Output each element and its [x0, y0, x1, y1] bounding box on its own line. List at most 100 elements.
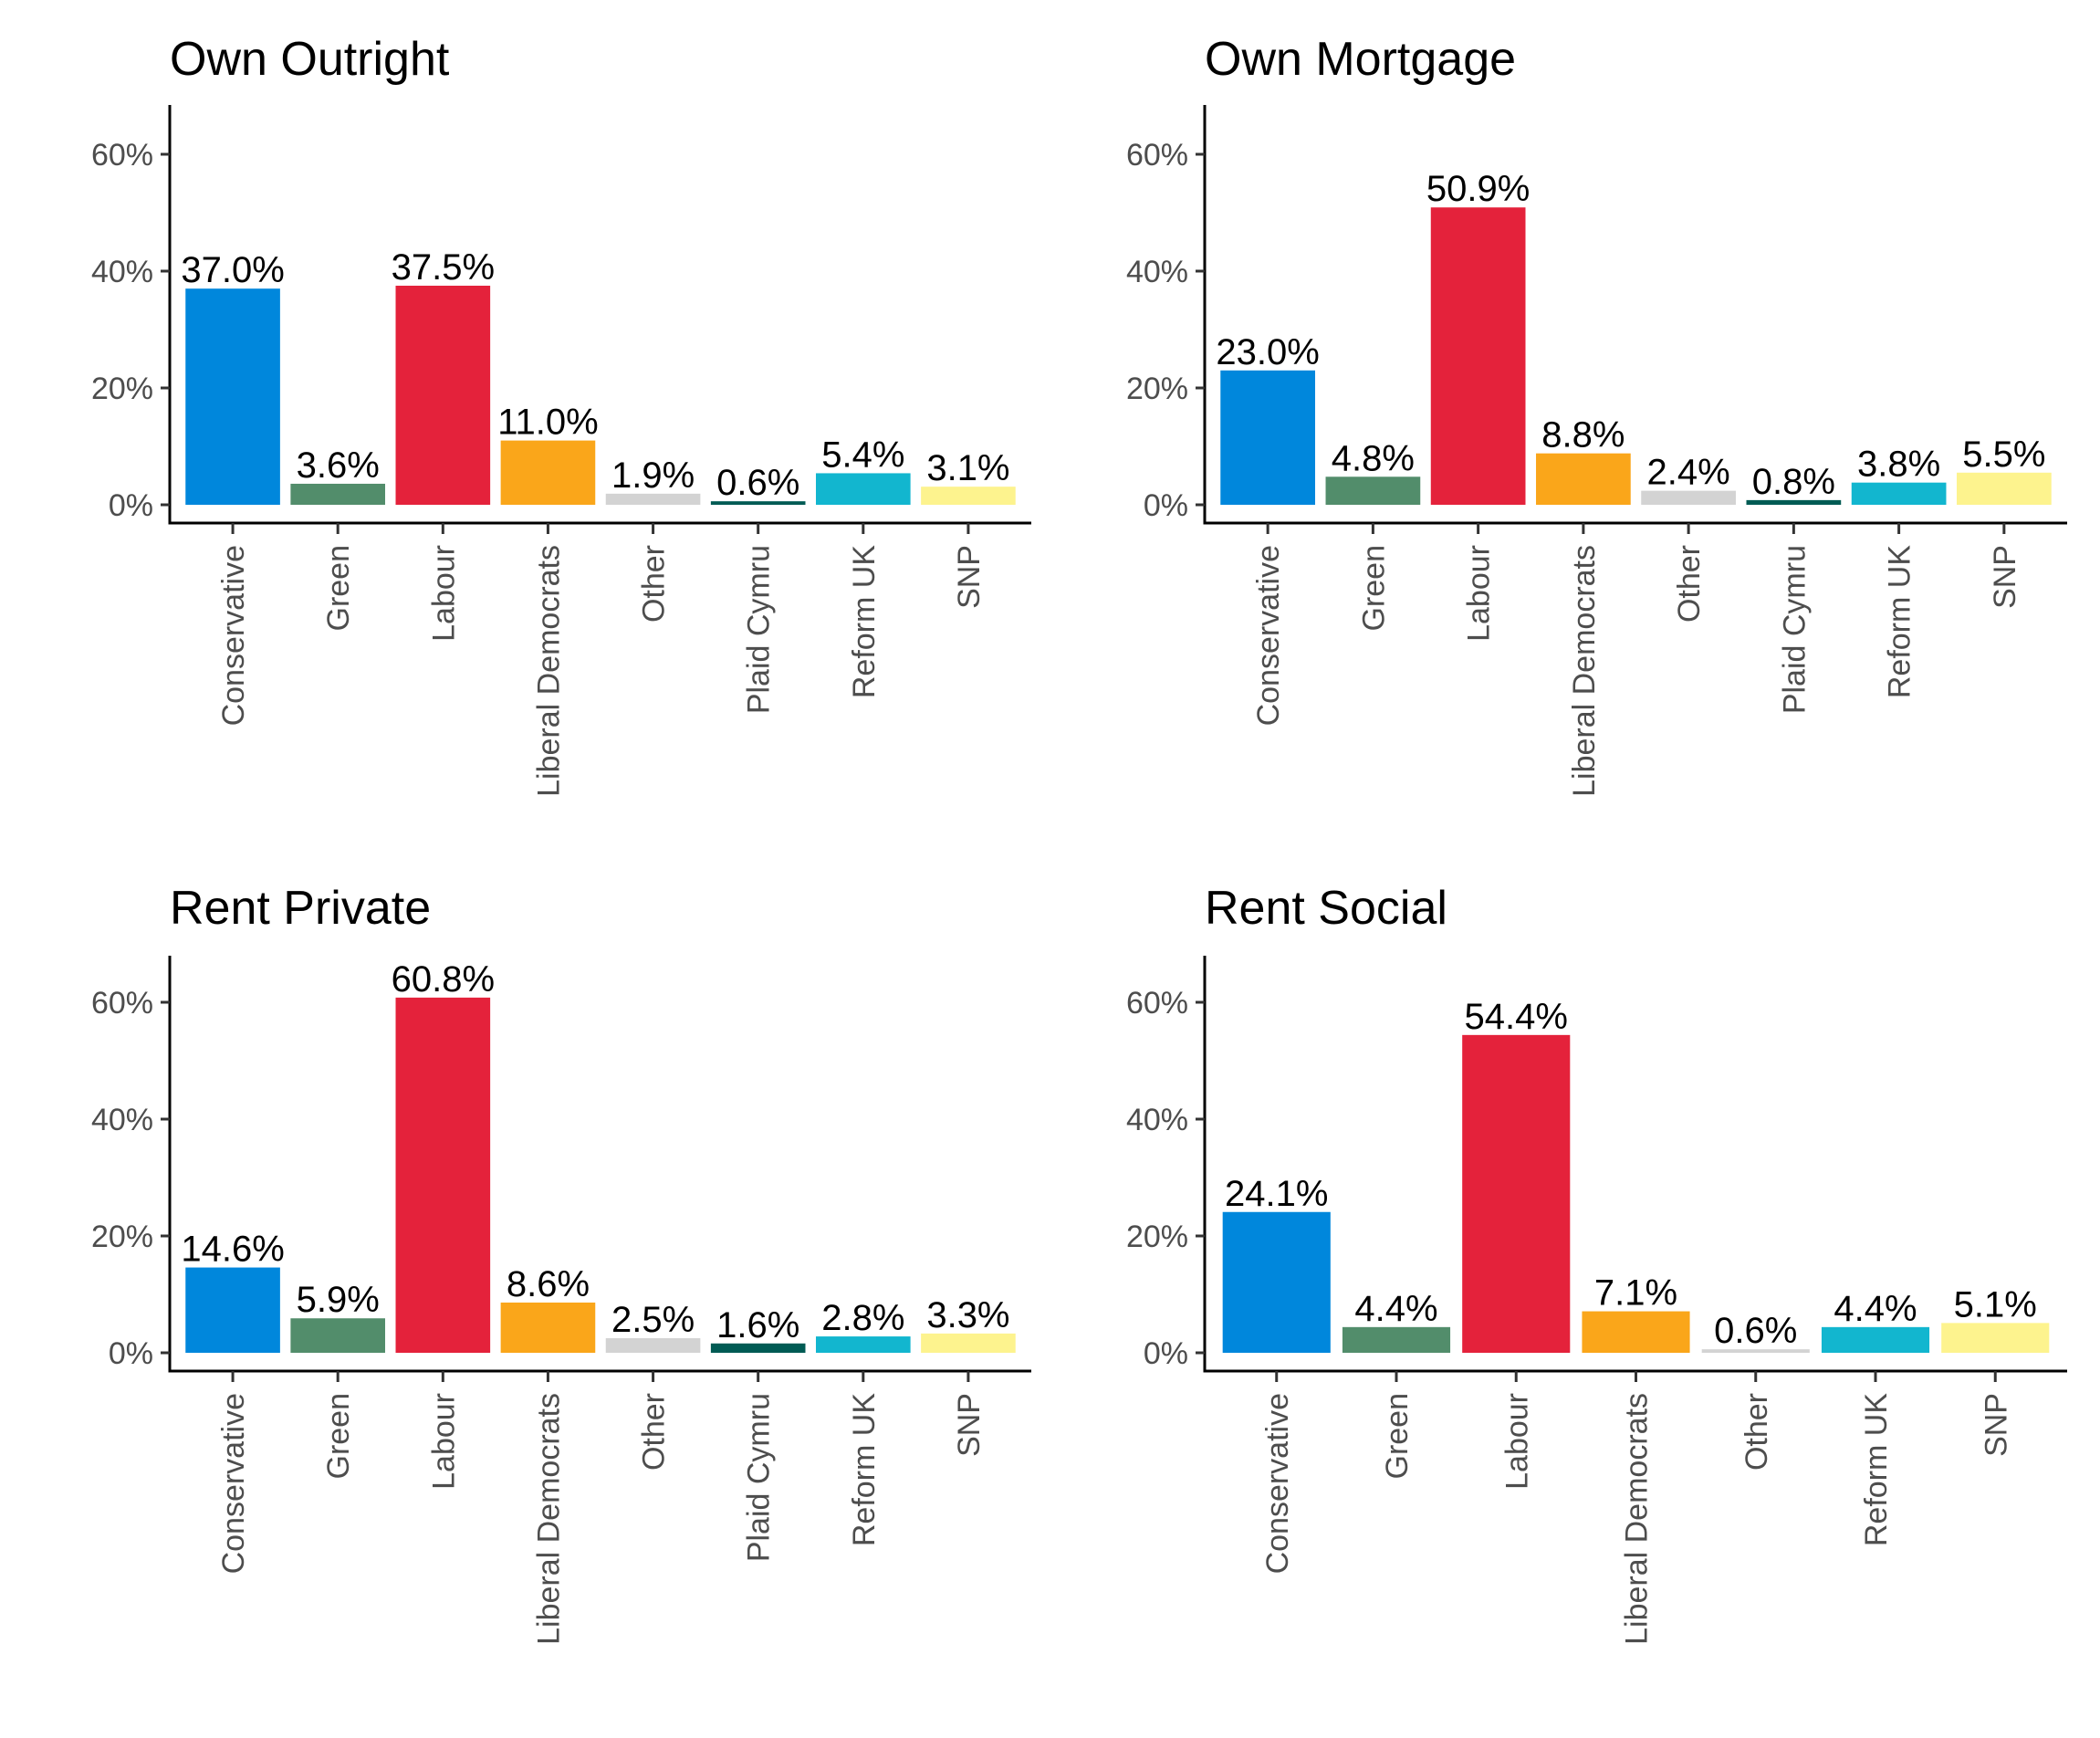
x-tick-label: Labour [1499, 1393, 1534, 1490]
panel-2: Own Mortgage 0% 20% 40% 60% 23.0% Conservative… [1126, 33, 2067, 797]
data-label: 5.4% [821, 434, 904, 475]
data-label: 3.3% [926, 1295, 1009, 1335]
panel-1: Own Outright 0% 20% 40% 60% 37.0% Conservative… [91, 33, 1031, 797]
bar-snp [921, 487, 1016, 505]
data-label: 37.5% [392, 247, 495, 288]
bar-liberal-democrats [1536, 453, 1631, 505]
y-tick-label: 40% [1126, 1103, 1188, 1137]
panel-4: Rent Social 0% 20% 40% 60% 24.1% Conservative 4… [1126, 882, 2067, 1645]
data-label: 3.8% [1857, 445, 1940, 485]
y-tick-label: 20% [91, 1220, 153, 1254]
x-tick-label: SNP [952, 545, 987, 609]
x-tick-label: Green [1380, 1393, 1415, 1480]
data-label: 11.0% [497, 403, 598, 443]
data-label: 2.4% [1647, 453, 1730, 493]
bar-conservative [185, 1267, 280, 1353]
data-label: 0.8% [1752, 462, 1835, 502]
bar-liberal-democrats [1582, 1311, 1690, 1353]
x-tick-label: SNP [1988, 545, 2022, 609]
x-tick-label: Liberal Democrats [531, 545, 566, 797]
x-tick-label: Liberal Democrats [1620, 1393, 1655, 1645]
data-label: 1.9% [611, 455, 695, 496]
bar-labour [1462, 1034, 1571, 1353]
y-tick-label: 40% [91, 255, 153, 289]
panel-title: Own Outright [170, 33, 450, 86]
x-tick-label: Plaid Cymru [742, 545, 777, 714]
y-tick-label: 20% [1126, 1220, 1188, 1254]
y-tick-label: 40% [1126, 255, 1188, 289]
bar-liberal-democrats [500, 440, 596, 505]
data-label: 24.1% [1225, 1174, 1328, 1214]
bar-other [1701, 1349, 1810, 1353]
data-label: 4.8% [1332, 438, 1415, 478]
data-label: 4.4% [1834, 1289, 1917, 1329]
data-label: 0.6% [716, 463, 799, 503]
bar-snp [921, 1333, 1016, 1353]
x-tick-label: Plaid Cymru [742, 1393, 777, 1562]
x-tick-label: SNP [1979, 1393, 2013, 1457]
data-label: 5.9% [297, 1280, 380, 1320]
data-label: 5.1% [1954, 1284, 2037, 1324]
x-tick-label: SNP [952, 1393, 987, 1457]
data-label: 5.5% [1962, 434, 2045, 475]
bar-reform-uk [816, 1336, 911, 1353]
bar-plaid-cymru [1746, 499, 1842, 505]
x-tick-label: Other [637, 545, 672, 623]
x-tick-label: Plaid Cymru [1777, 545, 1812, 714]
x-tick-label: Green [321, 1393, 356, 1480]
y-tick-label: 60% [1126, 138, 1188, 173]
data-label: 14.6% [181, 1230, 284, 1270]
y-tick-label: 40% [91, 1103, 153, 1137]
bar-green [290, 483, 385, 505]
data-label: 2.5% [611, 1300, 695, 1340]
bar-other [605, 493, 701, 505]
bar-labour [395, 997, 491, 1353]
x-tick-label: Liberal Democrats [1567, 545, 1602, 797]
data-label: 60.8% [392, 959, 495, 1000]
bar-labour [395, 286, 491, 505]
bar-green [1325, 476, 1421, 505]
data-label: 37.0% [181, 250, 284, 290]
y-tick-label: 20% [91, 372, 153, 406]
bar-reform-uk [816, 473, 911, 505]
y-tick-label: 0% [109, 1336, 153, 1371]
x-tick-label: Reform UK [1883, 545, 1917, 698]
data-label: 54.4% [1465, 997, 1568, 1037]
data-label: 1.6% [716, 1305, 799, 1345]
x-tick-label: Reform UK [847, 545, 882, 698]
x-tick-label: Liberal Democrats [531, 1393, 566, 1645]
y-tick-label: 60% [1126, 986, 1188, 1021]
bar-plaid-cymru [710, 1343, 806, 1353]
x-tick-label: Reform UK [1859, 1393, 1894, 1546]
x-tick-label: Labour [426, 1393, 461, 1490]
x-tick-label: Green [1356, 545, 1391, 632]
data-label: 3.6% [297, 445, 380, 486]
bar-green [1342, 1326, 1451, 1353]
bar-snp [1941, 1323, 2050, 1353]
x-tick-label: Other [1740, 1393, 1774, 1471]
y-tick-label: 0% [1144, 1336, 1188, 1371]
data-label: 50.9% [1426, 169, 1530, 209]
x-tick-label: Labour [426, 545, 461, 642]
bar-liberal-democrats [500, 1302, 596, 1353]
data-label: 8.6% [507, 1264, 590, 1304]
bar-other [605, 1338, 701, 1353]
data-label: 0.6% [1714, 1311, 1797, 1351]
bar-reform-uk [1821, 1326, 1930, 1353]
data-label: 23.0% [1216, 332, 1319, 372]
data-label: 4.4% [1354, 1289, 1437, 1329]
panel-title: Rent Social [1205, 882, 1447, 935]
x-tick-label: Other [1672, 545, 1707, 623]
bar-conservative [1220, 370, 1316, 505]
x-tick-label: Conservative [1260, 1393, 1295, 1574]
bar-conservative [185, 288, 280, 505]
y-tick-label: 0% [109, 488, 153, 523]
bar-reform-uk [1851, 482, 1947, 505]
bar-snp [1956, 472, 2052, 505]
bar-labour [1430, 207, 1526, 506]
data-label: 7.1% [1594, 1273, 1677, 1314]
data-label: 2.8% [821, 1298, 904, 1338]
x-tick-label: Conservative [216, 545, 251, 726]
data-label: 3.1% [926, 448, 1009, 488]
